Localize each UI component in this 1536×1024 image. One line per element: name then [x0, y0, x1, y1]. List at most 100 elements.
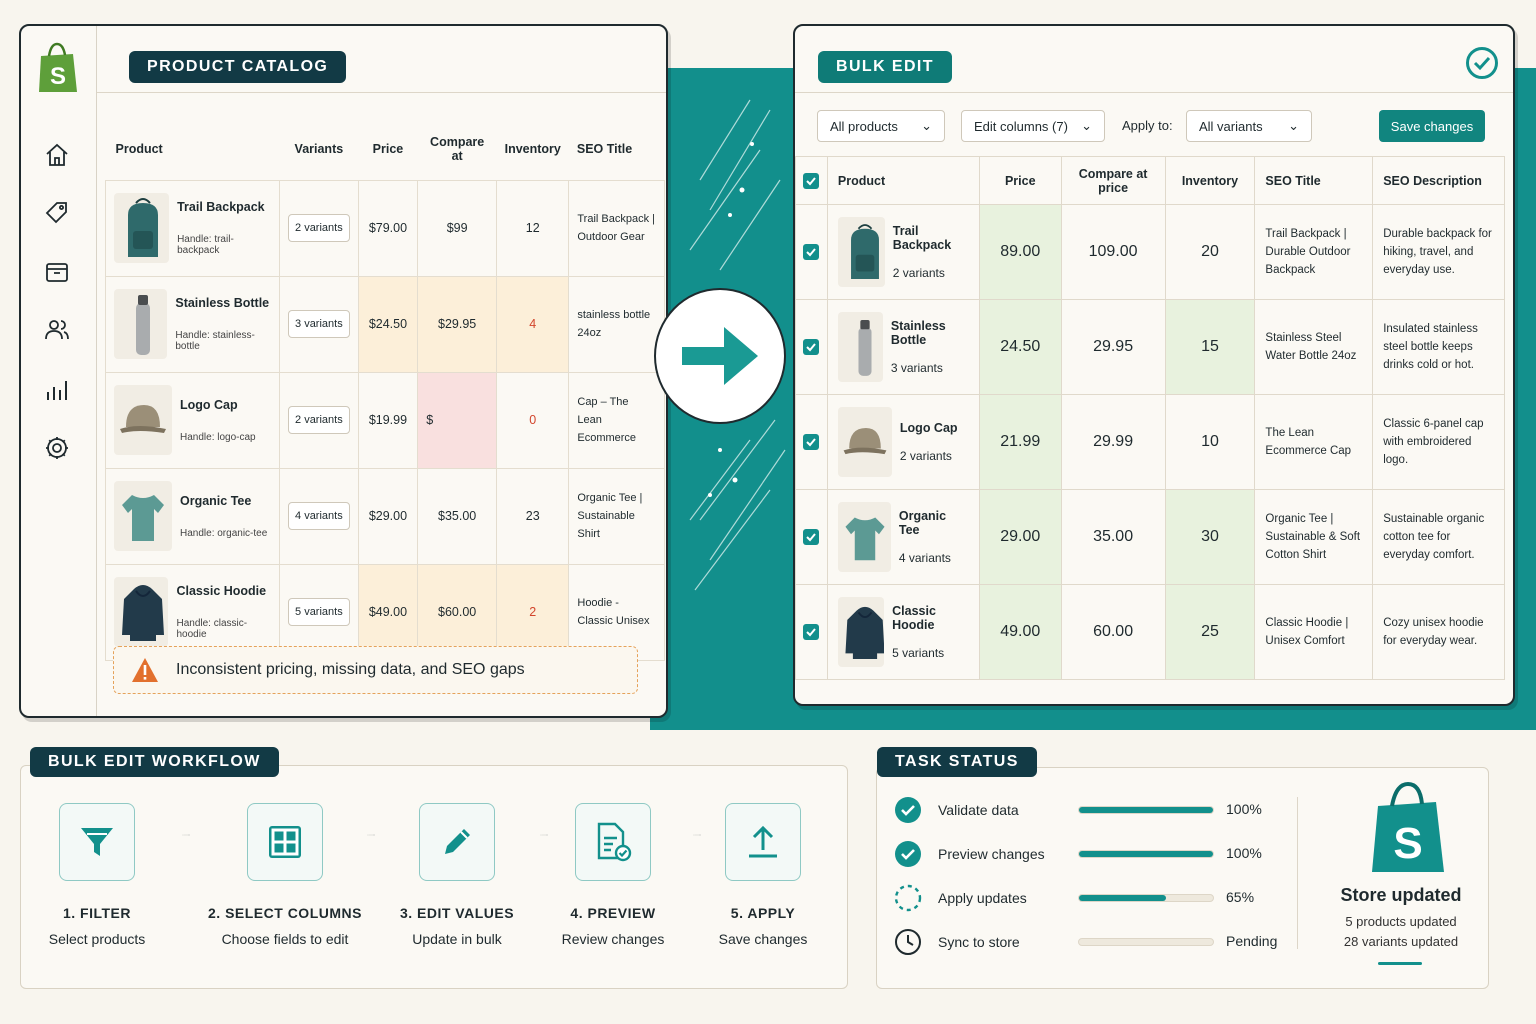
products-updated-text: 5 products updated [1345, 914, 1457, 929]
inventory-cell[interactable]: 15 [1164, 299, 1256, 395]
seo-title-cell[interactable]: The Lean Ecommerce Cap [1254, 394, 1374, 490]
task-apply-updates: Apply updates [894, 883, 1027, 913]
product-name[interactable]: Classic Hoodie [892, 604, 936, 632]
settings-gear-icon[interactable] [43, 434, 71, 462]
product-name[interactable]: Trail Backpack [892, 224, 952, 252]
price-cell[interactable]: 21.99 [978, 394, 1062, 490]
seo-title-cell[interactable]: Organic Tee | Sustainable & Soft Cotton … [1254, 489, 1374, 585]
customers-icon[interactable] [43, 316, 71, 344]
workflow-step-preview[interactable]: 4. PREVIEW Review changes [533, 803, 693, 947]
backpack-image [837, 217, 885, 287]
price-cell[interactable]: $79.00 [357, 179, 419, 277]
variants-button[interactable]: 4 variants [288, 502, 350, 530]
inventory-box-icon[interactable] [43, 258, 71, 286]
price-cell[interactable]: $24.50 [357, 275, 419, 373]
seo-title-cell[interactable]: Stainless Steel Water Bottle 24oz [1254, 299, 1374, 395]
workflow-step-apply[interactable]: 5. APPLY Save changes [683, 803, 843, 947]
compare-cell[interactable]: $29.95 [417, 275, 498, 373]
seo-description-cell[interactable]: Insulated stainless steel bottle keeps d… [1372, 299, 1505, 395]
inventory-cell[interactable]: 30 [1164, 489, 1256, 585]
row-checkbox[interactable] [803, 529, 820, 545]
row-checkbox[interactable] [803, 339, 820, 355]
product-name[interactable]: Logo Cap [180, 397, 238, 412]
row-checkbox[interactable] [803, 244, 820, 260]
compare-cell[interactable]: 109.00 [1060, 204, 1166, 300]
product-name[interactable]: Organic Tee [180, 493, 252, 508]
product-name[interactable]: Logo Cap [899, 421, 958, 435]
price-cell[interactable]: $29.00 [357, 467, 419, 565]
table-row[interactable]: Classic Hoodie 5 variants 49.00 60.00 25 … [795, 584, 1505, 680]
seo-cell[interactable]: Trail Backpack | Outdoor Gear [568, 179, 665, 277]
table-row[interactable]: Classic Hoodie Handle: classic-hoodie 5 v… [104, 563, 665, 661]
filter-dropdown[interactable]: All products ⌄ [817, 110, 945, 142]
seo-cell[interactable]: Hoodie - Classic Unisex [568, 563, 665, 661]
table-row[interactable]: Trail Backpack 2 variants 89.00 109.00 20… [795, 204, 1505, 300]
progress-fill [1079, 895, 1167, 901]
seo-description-cell[interactable]: Sustainable organic cotton tee for every… [1372, 489, 1505, 585]
seo-cell[interactable]: Cap – The Lean Ecommerce [568, 371, 665, 469]
select-all-checkbox[interactable] [803, 172, 820, 189]
inventory-cell[interactable]: 12 [496, 179, 570, 277]
table-row[interactable]: Logo Cap Handle: logo-cap 2 variants $19.… [104, 371, 665, 469]
seo-cell[interactable]: stainless bottle 24oz [568, 275, 665, 373]
compare-cell[interactable]: $60.00 [417, 563, 498, 661]
compare-cell[interactable]: 60.00 [1060, 584, 1166, 680]
price-cell[interactable]: 89.00 [978, 204, 1062, 300]
compare-cell[interactable]: $99 [417, 179, 498, 277]
table-row[interactable]: Organic Tee Handle: organic-tee 4 variant… [104, 467, 665, 565]
variants-button[interactable]: 2 variants [288, 214, 350, 242]
col-seo-description: SEO Description [1372, 156, 1505, 205]
price-cell[interactable]: $19.99 [357, 371, 419, 469]
edit-columns-dropdown[interactable]: Edit columns (7) ⌄ [961, 110, 1105, 142]
compare-cell[interactable]: $ [417, 371, 498, 469]
compare-cell[interactable]: $35.00 [417, 467, 498, 565]
table-row[interactable]: Stainless Bottle 3 variants 24.50 29.95 1… [795, 299, 1505, 395]
inventory-cell[interactable]: 10 [1164, 394, 1256, 490]
price-cell[interactable]: 29.00 [978, 489, 1062, 585]
seo-title-cell[interactable]: Trail Backpack | Durable Outdoor Backpac… [1254, 204, 1374, 300]
check-circle-icon [895, 797, 921, 823]
inventory-cell[interactable]: 23 [496, 467, 570, 565]
variants-button[interactable]: 3 variants [288, 310, 350, 338]
workflow-step-select-columns[interactable]: 2. SELECT COLUMNS Choose fields to edit [203, 803, 367, 947]
product-name[interactable]: Stainless Bottle [175, 296, 270, 310]
table-row[interactable]: Stainless Bottle Handle: stainless-bottle… [104, 275, 665, 373]
product-name[interactable]: Trail Backpack [177, 200, 265, 214]
row-checkbox[interactable] [803, 624, 820, 640]
price-cell[interactable]: 24.50 [978, 299, 1062, 395]
seo-description-cell[interactable]: Durable backpack for hiking, travel, and… [1372, 204, 1505, 300]
compare-cell[interactable]: 29.95 [1060, 299, 1166, 395]
apply-to-dropdown[interactable]: All variants ⌄ [1186, 110, 1312, 142]
seo-description-cell[interactable]: Classic 6-panel cap with embroidered log… [1372, 394, 1505, 490]
inventory-cell[interactable]: 4 [496, 275, 570, 373]
seo-title-cell[interactable]: Classic Hoodie | Unisex Comfort [1254, 584, 1374, 680]
tag-icon[interactable] [43, 199, 71, 227]
variants-button[interactable]: 2 variants [288, 406, 350, 434]
price-cell[interactable]: 49.00 [978, 584, 1062, 680]
variants-button[interactable]: 5 variants [288, 598, 350, 626]
inventory-cell[interactable]: 20 [1164, 204, 1256, 300]
product-name[interactable]: Stainless Bottle [890, 319, 946, 347]
price-cell[interactable]: $49.00 [357, 563, 419, 661]
inventory-cell[interactable]: 2 [496, 563, 570, 661]
seo-description-cell[interactable]: Cozy unisex hoodie for everyday wear. [1372, 584, 1505, 680]
workflow-step-edit-values[interactable]: 3. EDIT VALUES Update in bulk [377, 803, 537, 947]
save-changes-button[interactable]: Save changes [1379, 110, 1485, 142]
table-row[interactable]: Trail Backpack Handle: trail-backpack 2 v… [104, 179, 665, 277]
shopify-logo-icon: S [39, 42, 77, 92]
home-icon[interactable] [43, 141, 71, 169]
analytics-icon[interactable] [43, 376, 71, 404]
product-name[interactable]: Organic Tee [898, 509, 947, 537]
table-row[interactable]: Organic Tee 4 variants 29.00 35.00 30 Org… [795, 489, 1505, 585]
product-name[interactable]: Classic Hoodie [176, 584, 267, 598]
compare-cell[interactable]: 29.99 [1060, 394, 1166, 490]
row-checkbox[interactable] [803, 434, 820, 450]
cap-image [114, 385, 172, 455]
inventory-cell[interactable]: 25 [1164, 584, 1256, 680]
compare-cell[interactable]: 35.00 [1060, 489, 1166, 585]
progress-fill [1079, 807, 1213, 813]
table-row[interactable]: Logo Cap 2 variants 21.99 29.99 10 The Le… [795, 394, 1505, 490]
seo-cell[interactable]: Organic Tee | Sustainable Shirt [568, 467, 665, 565]
workflow-step-filter[interactable]: 1. FILTER Select products [17, 803, 177, 947]
inventory-cell[interactable]: 0 [496, 371, 570, 469]
